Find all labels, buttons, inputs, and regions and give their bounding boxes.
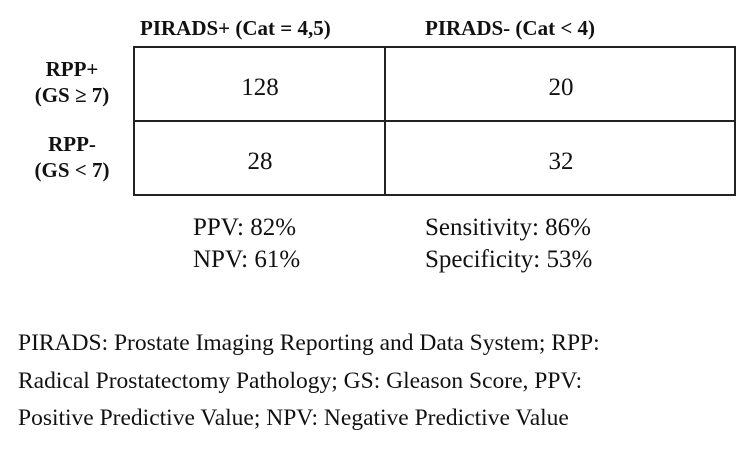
cell: 20	[548, 74, 574, 101]
footnote-line: Positive Predictive Value; NPV: Negative…	[18, 405, 569, 431]
cell: 32	[548, 148, 574, 175]
row-divider	[133, 120, 736, 122]
cell: 28	[247, 148, 273, 175]
metrics: Sensitivity: 86% Specificity: 53%	[425, 212, 592, 276]
row-header-line: (GS ≥ 7)	[34, 83, 110, 107]
metric: Specificity: 53%	[425, 246, 593, 273]
footnote-line: PIRADS: Prostate Imaging Reporting and D…	[18, 330, 600, 356]
row-header-line: RPP+	[45, 57, 99, 81]
metrics: PPV: 82% NPV: 61%	[193, 212, 300, 276]
column-header: PIRADS- (Cat < 4)	[425, 16, 596, 40]
metric: NPV: 61%	[193, 246, 301, 273]
row-header: RPP+ (GS ≥ 7)	[22, 56, 122, 108]
metric: PPV: 82%	[193, 214, 297, 241]
row-header-line: (GS < 7)	[34, 158, 110, 182]
cell: 128	[241, 74, 279, 101]
column-header: PIRADS+ (Cat = 4,5)	[140, 16, 331, 40]
row-header: RPP- (GS < 7)	[22, 131, 122, 183]
row-header-line: RPP-	[48, 132, 96, 156]
metric: Sensitivity: 86%	[425, 214, 591, 241]
footnote-line: Radical Prostatectomy Pathology; GS: Gle…	[18, 368, 583, 394]
